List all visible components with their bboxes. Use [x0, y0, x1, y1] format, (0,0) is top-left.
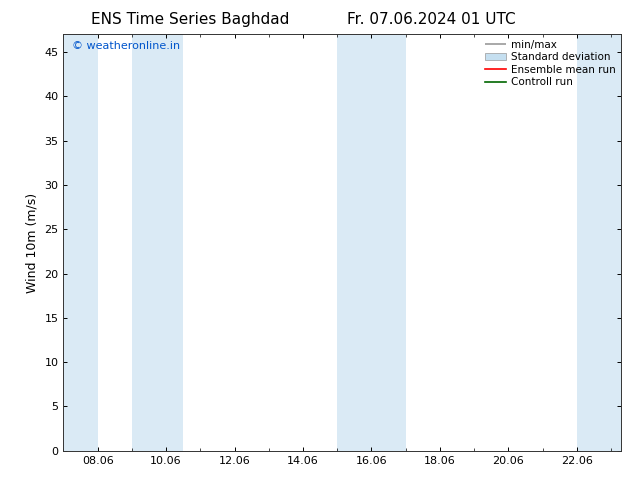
Bar	[132, 34, 183, 451]
Bar	[63, 34, 98, 451]
Text: © weatheronline.in: © weatheronline.in	[72, 41, 180, 50]
Bar	[354, 34, 406, 451]
Y-axis label: Wind 10m (m/s): Wind 10m (m/s)	[26, 193, 39, 293]
Bar	[337, 34, 354, 451]
Text: Fr. 07.06.2024 01 UTC: Fr. 07.06.2024 01 UTC	[347, 12, 515, 27]
Text: ENS Time Series Baghdad: ENS Time Series Baghdad	[91, 12, 289, 27]
Bar	[577, 34, 621, 451]
Legend: min/max, Standard deviation, Ensemble mean run, Controll run: min/max, Standard deviation, Ensemble me…	[483, 37, 618, 89]
